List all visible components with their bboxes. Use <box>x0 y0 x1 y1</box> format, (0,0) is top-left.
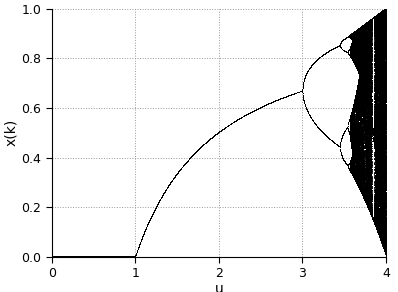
Y-axis label: x(k): x(k) <box>4 119 19 147</box>
X-axis label: u: u <box>215 282 223 292</box>
